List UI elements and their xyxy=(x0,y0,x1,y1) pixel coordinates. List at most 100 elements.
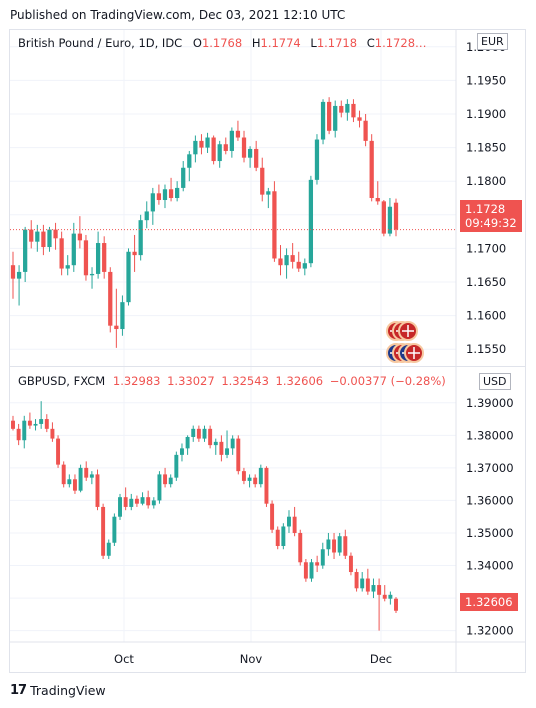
high-value: 1.1774 xyxy=(260,36,301,50)
gbpeur-candle-body xyxy=(229,130,234,151)
gbpusd-open: 1.32983 xyxy=(112,374,161,388)
open-label: O xyxy=(192,36,202,50)
gbpeur-last-price: 1.1728 xyxy=(465,202,506,216)
tradingview-footer[interactable]: 17 TradingView xyxy=(10,683,106,698)
gbpeur-candle-body xyxy=(23,229,28,272)
gbpeur-candle-body xyxy=(211,137,216,162)
gbpeur-candles xyxy=(10,97,456,348)
gbpusd-close: 1.32606 xyxy=(275,374,324,388)
gbpeur-candle-body xyxy=(278,258,283,266)
gbpusd-candle-body xyxy=(394,598,398,611)
gbpeur-candle-body xyxy=(345,103,350,113)
gbpusd-candle-body xyxy=(163,474,168,485)
gbpeur-candle-body xyxy=(120,302,125,330)
gbpeur-candle-body xyxy=(41,231,46,248)
gbpusd-candle-body xyxy=(168,477,173,485)
gbpeur-candle-body xyxy=(302,263,307,269)
gbpeur-candle-body xyxy=(381,201,386,234)
gbpeur-candle-body xyxy=(272,191,277,259)
gbpusd-candle-body xyxy=(348,555,353,573)
gbpusd-candle-body xyxy=(89,474,94,478)
gbpusd-candle-body xyxy=(365,578,370,592)
close-value: 1.1728… xyxy=(374,36,427,50)
gbpeur-candle-body xyxy=(95,243,101,274)
gbpusd-candle-body xyxy=(320,549,325,566)
gbpusd-candle-body xyxy=(61,464,66,485)
price-tick-label: 1.1550 xyxy=(466,342,506,356)
bar-countdown: 09:49:32 xyxy=(465,216,517,230)
gbpusd-candle-body xyxy=(202,428,207,439)
price-tick-label: 1.1800 xyxy=(466,174,506,188)
gbpeur-candle-body xyxy=(296,261,301,269)
price-tick-label: 1.36000 xyxy=(466,493,514,507)
gbpeur-candle-body xyxy=(254,148,259,168)
high-label: H xyxy=(251,36,261,50)
gbpusd-candle-body xyxy=(236,438,241,472)
gbpusd-candle-body xyxy=(101,506,106,556)
gbpeur-candle-body xyxy=(47,229,52,248)
gbpeur-candle-body xyxy=(71,233,76,266)
tradingview-brand: TradingView xyxy=(30,683,106,698)
gbpeur-candle-body xyxy=(369,140,374,198)
gbpusd-candle-body xyxy=(129,498,134,507)
gbpusd-candle-body xyxy=(191,428,196,437)
economic-events xyxy=(386,321,424,363)
gbpeur-candle-body xyxy=(16,271,22,279)
chart-frame[interactable] xyxy=(9,29,526,673)
gbpusd-candle-body xyxy=(230,438,235,449)
price-tick-label: 1.1700 xyxy=(466,241,506,255)
gbpusd-high: 1.33027 xyxy=(167,374,215,388)
gbpusd-candle-body xyxy=(388,594,393,599)
gbpeur-candle-body xyxy=(333,105,338,131)
gbpeur-candle-body xyxy=(181,167,186,188)
gbpusd-candle-body xyxy=(27,420,32,426)
gbpusd-candle-body xyxy=(185,436,190,449)
gbpeur-price-axis: 1.15501.16001.16501.17001.17501.18001.18… xyxy=(466,40,506,356)
gbpusd-candle-body xyxy=(343,536,348,556)
gbpeur-candle-body xyxy=(199,140,204,148)
gbpeur-candle-body xyxy=(241,137,247,158)
gbpusd-candle-body xyxy=(303,562,308,579)
published-caption: Published on TradingView.com, Dec 03, 20… xyxy=(10,8,346,22)
price-tick-label: 1.39000 xyxy=(466,396,514,410)
gbpusd-low: 1.32543 xyxy=(221,374,269,388)
time-axis: Oct Nov Dec xyxy=(10,30,525,672)
price-tick-label: 1.1600 xyxy=(466,309,506,323)
gbpeur-candle-body xyxy=(217,144,222,162)
gbpusd-candle-body xyxy=(225,448,230,455)
gbpeur-candle-body xyxy=(65,265,70,269)
gbpusd-candle-body xyxy=(264,467,269,504)
gbpusd-candle-body xyxy=(247,477,252,481)
gbpusd-candle-body xyxy=(134,498,139,504)
gbpusd-candle-body xyxy=(151,500,156,506)
gbpeur-candle-body xyxy=(126,251,131,303)
gbpusd-candle-body xyxy=(16,428,21,441)
gbpusd-candle-body xyxy=(332,539,337,553)
time-tick-label: Oct xyxy=(114,652,134,666)
gbpusd-candle-body xyxy=(39,419,44,424)
gbpusd-candle-body xyxy=(281,526,286,546)
gbpeur-candle-body xyxy=(351,103,356,118)
gbpusd-candle-body xyxy=(44,419,49,429)
gbpusd-candle-body xyxy=(241,471,246,481)
gbpusd-change: −0.00377 (−0.28%) xyxy=(329,374,446,388)
gbpusd-candle-body xyxy=(106,542,111,556)
gbpusd-candle-body xyxy=(258,467,263,485)
gbpeur-candle-body xyxy=(357,117,362,121)
gbpusd-last-price-label: 1.32606 xyxy=(460,593,518,611)
gbpeur-candle-body xyxy=(205,137,210,148)
gbpusd-candle-body xyxy=(196,428,201,439)
gbpusd-candle-body xyxy=(270,503,275,530)
eur-currency-badge[interactable]: EUR xyxy=(477,33,508,50)
low-label: L xyxy=(310,36,317,50)
gbpusd-candle-body xyxy=(337,536,342,553)
gbpeur-candle-body xyxy=(175,187,180,198)
gbpeur-candle-body xyxy=(138,220,143,256)
usd-currency-badge[interactable]: USD xyxy=(479,373,511,390)
price-tick-label: 1.1900 xyxy=(466,107,506,121)
gbpeur-candle-body xyxy=(375,198,380,202)
gbpeur-candle-body xyxy=(59,238,64,269)
gbpeur-candle-body xyxy=(223,144,228,151)
gbpeur-candle-body xyxy=(339,105,344,113)
